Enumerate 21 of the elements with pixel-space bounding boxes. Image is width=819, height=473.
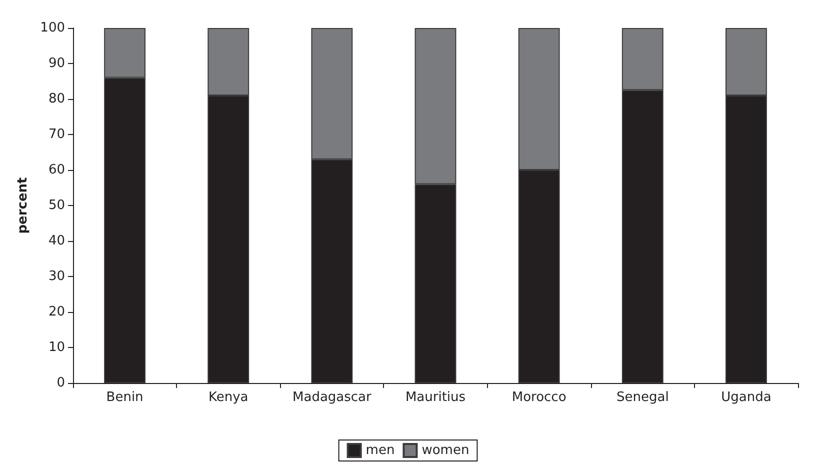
y-tick-label: 80 — [48, 92, 65, 106]
y-axis-title: percent — [15, 177, 30, 234]
y-tick-label: 20 — [48, 304, 65, 320]
x-tick-label: Madagascar — [292, 390, 372, 405]
x-tick-label: Morocco — [512, 390, 566, 405]
y-tick-label: 100 — [40, 20, 65, 36]
y-tick-label: 10 — [48, 340, 65, 355]
x-tick-label: Mauritius — [405, 390, 466, 405]
x-tick-label: Benin — [106, 390, 144, 405]
y-tick-label: 60 — [48, 162, 65, 178]
y-tick-label: 30 — [48, 269, 65, 284]
y-tick-label: 70 — [48, 127, 65, 142]
legend-label: men — [366, 443, 395, 458]
y-tick-label: 90 — [48, 56, 65, 71]
legend-label: women — [422, 443, 470, 458]
x-tick-label: Uganda — [721, 390, 772, 405]
x-tick-label: Senegal — [616, 390, 669, 405]
y-tick-label: 50 — [48, 198, 65, 213]
y-tick-label: 0 — [56, 376, 65, 390]
x-tick-label: Kenya — [208, 390, 248, 405]
y-tick-label: 40 — [48, 234, 65, 248]
